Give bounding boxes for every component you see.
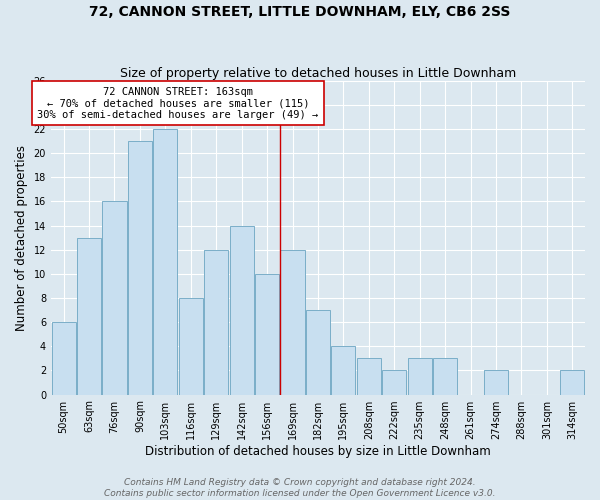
Bar <box>204 250 229 394</box>
Title: Size of property relative to detached houses in Little Downham: Size of property relative to detached ho… <box>120 66 516 80</box>
Bar <box>230 226 254 394</box>
Bar <box>153 129 178 394</box>
Bar <box>77 238 101 394</box>
Bar <box>484 370 508 394</box>
Bar <box>52 322 76 394</box>
Bar <box>382 370 406 394</box>
Bar <box>255 274 279 394</box>
Bar <box>306 310 330 394</box>
Bar <box>433 358 457 394</box>
Bar <box>357 358 381 394</box>
Bar <box>560 370 584 394</box>
Bar <box>128 141 152 395</box>
Text: 72 CANNON STREET: 163sqm
← 70% of detached houses are smaller (115)
30% of semi-: 72 CANNON STREET: 163sqm ← 70% of detach… <box>37 86 319 120</box>
Bar <box>179 298 203 394</box>
Bar <box>280 250 305 394</box>
Text: 72, CANNON STREET, LITTLE DOWNHAM, ELY, CB6 2SS: 72, CANNON STREET, LITTLE DOWNHAM, ELY, … <box>89 5 511 19</box>
Text: Contains HM Land Registry data © Crown copyright and database right 2024.
Contai: Contains HM Land Registry data © Crown c… <box>104 478 496 498</box>
Bar <box>407 358 432 394</box>
X-axis label: Distribution of detached houses by size in Little Downham: Distribution of detached houses by size … <box>145 444 491 458</box>
Bar <box>331 346 355 395</box>
Bar <box>103 202 127 394</box>
Y-axis label: Number of detached properties: Number of detached properties <box>15 144 28 330</box>
